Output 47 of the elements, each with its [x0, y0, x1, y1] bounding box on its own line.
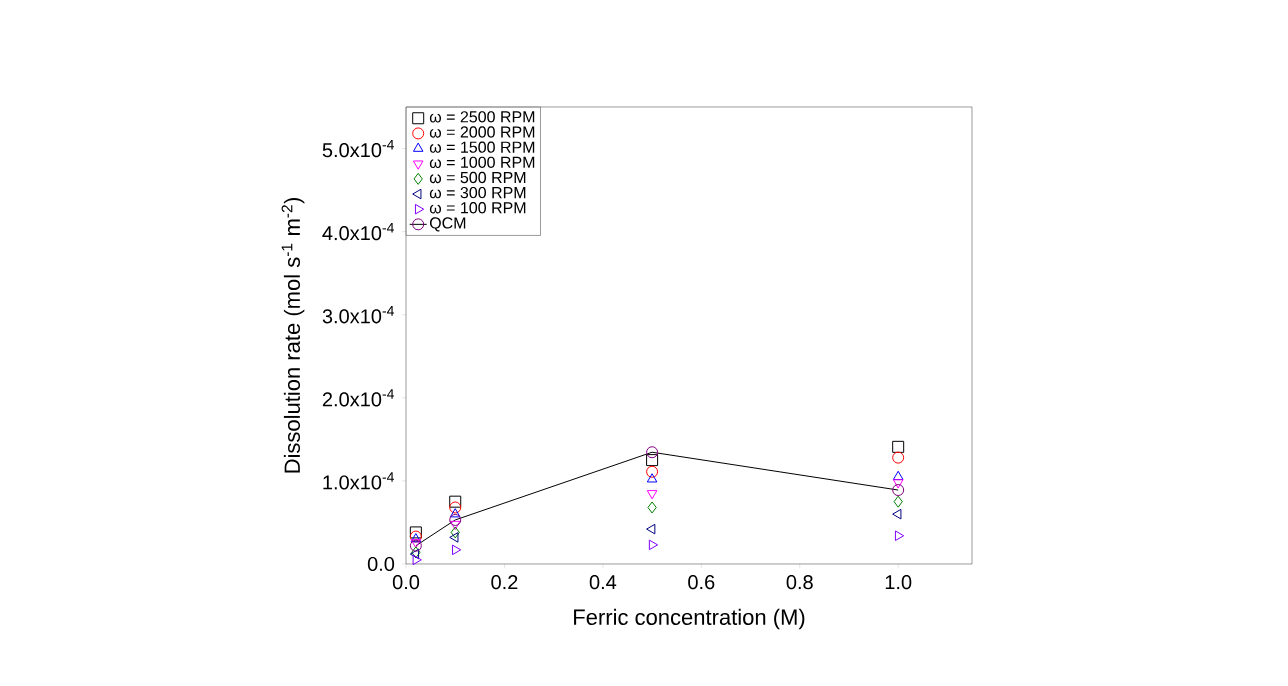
point: [449, 495, 462, 508]
point: [892, 508, 902, 520]
legend-label: ω = 100 RPM: [429, 202, 526, 214]
point: [893, 495, 903, 508]
point: [646, 465, 659, 478]
point: [892, 451, 905, 464]
legend-label: ω = 2000 RPM: [429, 126, 535, 138]
legend-label: ω = 2500 RPM: [429, 111, 535, 123]
y-tick-label: 0.0: [367, 556, 395, 572]
point: [450, 526, 460, 539]
point: [894, 530, 905, 541]
legend-label: ω = 1000 RPM: [429, 156, 535, 168]
point: [449, 513, 462, 526]
y-axis-title: Dissolution rate (mol s$^{-1}$ m$^{-2}$): [281, 197, 305, 473]
y-tick-label: 5.0x10$^{-4}$: [322, 139, 394, 158]
point: [451, 544, 462, 556]
point: [646, 454, 659, 467]
point: [892, 479, 904, 489]
legend-label: ω = 300 RPM: [429, 186, 526, 199]
point: [646, 473, 658, 483]
point: [409, 526, 422, 539]
legend-label: ω = 1500 RPM: [429, 141, 535, 153]
point: [647, 501, 657, 514]
y-tick-label: 4.0x10$^{-4}$: [322, 222, 394, 241]
x-tick-label: 0.2: [491, 575, 518, 590]
point: [646, 490, 658, 500]
y-tick-label: 2.0x10$^{-4}$: [322, 389, 394, 407]
x-tick-label: 0.4: [589, 575, 617, 590]
x-tick-label: 0.0: [392, 575, 420, 590]
legend-label: ω = 500 RPM: [429, 171, 526, 184]
x-axis-title: Ferric concentration (M): [574, 608, 805, 630]
point: [648, 539, 659, 551]
point: [449, 520, 461, 531]
point: [449, 501, 462, 514]
point: [449, 532, 459, 543]
point: [646, 446, 659, 459]
y-tick-label: 3.0x10$^{-4}$: [322, 306, 394, 324]
point: [892, 484, 905, 497]
point: [646, 523, 656, 535]
x-tick-label: 0.8: [786, 575, 813, 590]
y-tick-label: 1.0x10$^{-4}$: [323, 472, 394, 490]
x-tick-label: 0.6: [688, 575, 715, 590]
point: [412, 554, 422, 566]
legend-label: QCM: [429, 217, 466, 232]
point: [892, 440, 905, 453]
point: [449, 508, 461, 518]
x-tick-label: 1.0: [885, 575, 912, 590]
